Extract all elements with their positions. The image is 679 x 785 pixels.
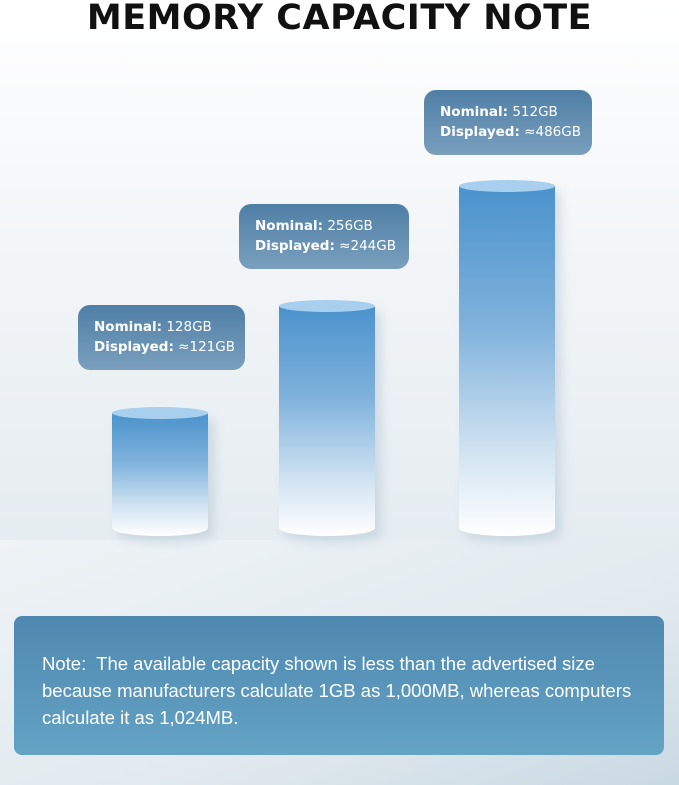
note-box: Note: The available capacity shown is le… <box>14 616 664 755</box>
note-text: Note: The available capacity shown is le… <box>42 653 637 728</box>
capacity-label-256gb: Nominal: 256GB Displayed: ≈244GB <box>239 204 409 269</box>
cylinder-256gb <box>279 300 375 536</box>
cylinder-128gb <box>112 407 208 536</box>
capacity-label-512gb: Nominal: 512GB Displayed: ≈486GB <box>424 90 592 155</box>
capacity-label-128gb: Nominal: 128GB Displayed: ≈121GB <box>78 305 245 370</box>
cylinder-512gb <box>459 180 555 536</box>
page-title: MEMORY CAPACITY NOTE <box>86 0 593 38</box>
